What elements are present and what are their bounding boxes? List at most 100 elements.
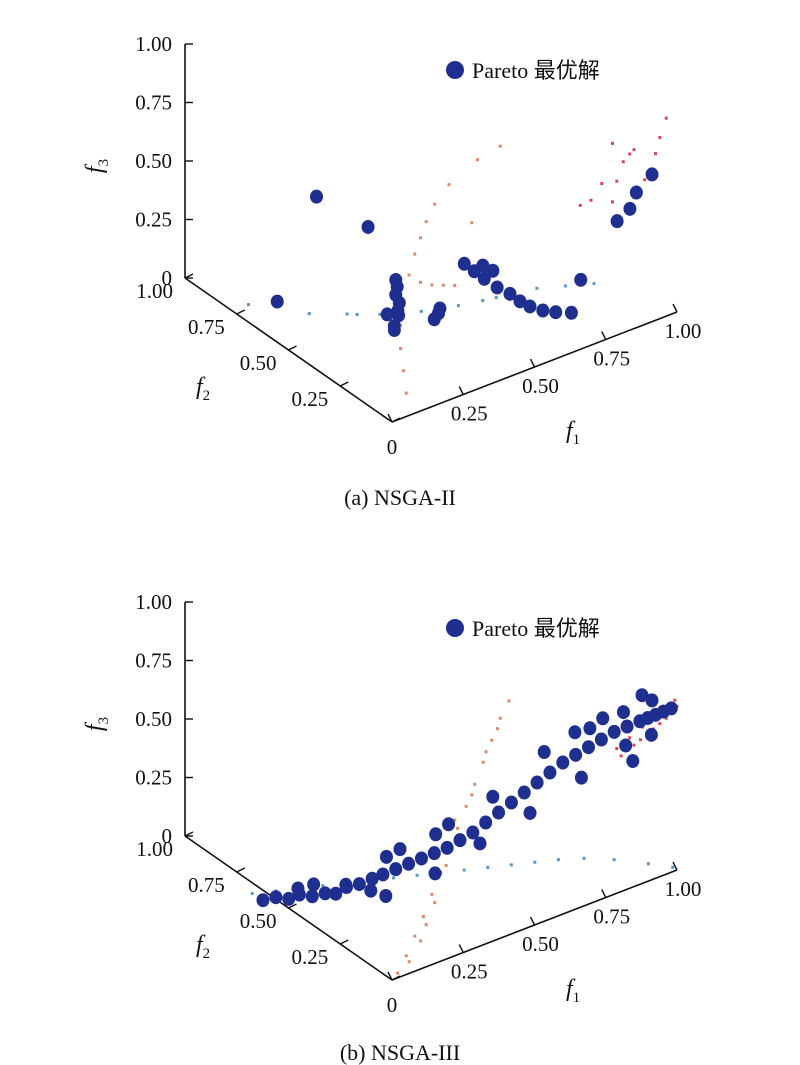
f1-tick-mark xyxy=(529,358,536,368)
pareto-point xyxy=(645,167,659,182)
f2-tick-mark xyxy=(236,867,246,873)
projection-point xyxy=(533,860,537,864)
f1-axis-label: f1 xyxy=(566,976,580,1006)
pareto-point xyxy=(389,862,403,877)
f1-tick-mark xyxy=(529,916,536,926)
legend-marker xyxy=(446,61,464,79)
projection-point xyxy=(494,296,498,300)
projection-point xyxy=(535,286,539,290)
projection-point xyxy=(470,221,474,225)
projection-point xyxy=(321,884,325,888)
f2-tick-mark xyxy=(391,975,401,981)
projection-point xyxy=(619,754,623,758)
pareto-point xyxy=(616,705,630,720)
projection-point xyxy=(612,858,616,862)
projection-point xyxy=(615,179,619,183)
f3-tick-label: 1.00 xyxy=(135,32,172,56)
pareto-point xyxy=(329,886,343,901)
pareto-point xyxy=(574,272,588,287)
projection-point xyxy=(447,183,451,187)
f3-tick-label: 0.25 xyxy=(135,766,172,790)
projection-point xyxy=(413,934,417,938)
projection-point xyxy=(600,182,604,186)
pareto-point xyxy=(569,747,583,762)
f2-tick-label: 0.25 xyxy=(292,387,329,411)
pareto-point xyxy=(583,721,597,736)
projection-point xyxy=(345,312,349,316)
projection-point xyxy=(470,793,474,797)
pareto-point xyxy=(517,785,531,800)
f1-tick-mark xyxy=(672,303,678,313)
pareto-point xyxy=(537,745,551,760)
pareto-point xyxy=(492,805,506,820)
pareto-point xyxy=(476,258,490,273)
pareto-point xyxy=(318,886,332,901)
chart-panel-1: 00.250.500.751.000.250.500.751.0000.250.… xyxy=(82,32,701,510)
projection-point xyxy=(453,818,457,822)
projection-point xyxy=(481,299,485,303)
projection-point xyxy=(464,804,468,808)
projection-point xyxy=(589,198,593,202)
pareto-point xyxy=(433,301,447,316)
pareto-point xyxy=(664,701,678,716)
pareto-point xyxy=(568,725,582,740)
f1-tick-label: 1.00 xyxy=(665,319,702,343)
projection-point xyxy=(419,236,422,240)
legend-label: Pareto 最优解 xyxy=(472,58,600,83)
pareto-point xyxy=(626,754,640,769)
f3-tick-label: 0.50 xyxy=(135,149,172,173)
f3-axis-label-text: f3 xyxy=(82,159,112,173)
pareto-point xyxy=(442,817,456,832)
projection-point xyxy=(407,273,411,277)
projection-point xyxy=(456,304,460,308)
f2-tick-mark xyxy=(236,309,246,315)
projection-point xyxy=(430,283,434,287)
projection-point xyxy=(392,876,396,880)
pareto-point xyxy=(594,732,608,747)
pareto-point xyxy=(365,871,379,886)
f3-axis-label-text: f3 xyxy=(82,717,112,731)
projection-point xyxy=(654,152,657,156)
f1-axis-label: f1 xyxy=(566,418,580,448)
projection-point xyxy=(355,313,359,317)
projection-point xyxy=(441,283,445,287)
f1-tick-mark xyxy=(387,413,393,423)
projection-point xyxy=(507,699,511,703)
projection-point xyxy=(563,284,567,288)
projection-point xyxy=(399,347,403,350)
legend-label: Pareto 最优解 xyxy=(472,616,600,641)
pareto-point xyxy=(427,846,441,861)
pareto-point xyxy=(379,849,393,864)
pareto-point xyxy=(623,201,637,216)
f1-tick-mark xyxy=(387,971,393,981)
f1-tick-mark xyxy=(458,944,464,953)
projection-point xyxy=(664,116,668,120)
pareto-point xyxy=(466,825,480,840)
f1-tick-mark xyxy=(601,889,607,898)
projection-point xyxy=(556,858,560,862)
projection-point xyxy=(484,750,488,754)
f3-tick-label: 0 xyxy=(162,266,173,290)
projection-point xyxy=(476,158,479,162)
legend: Pareto 最优解 xyxy=(446,58,600,83)
f1-tick-mark xyxy=(458,386,464,395)
f3-tick-label: 0.75 xyxy=(135,649,172,673)
f1-tick-mark xyxy=(672,861,678,871)
projection-point xyxy=(462,868,466,872)
origin-tick-label: 0 xyxy=(387,993,398,1017)
f2-tick-label: 0.50 xyxy=(240,909,277,933)
projection-point xyxy=(453,283,457,287)
projection-point xyxy=(495,727,499,731)
f3-tick-label: 1.00 xyxy=(135,590,172,614)
projection-point xyxy=(646,862,650,866)
pareto-point xyxy=(269,890,283,905)
pareto-point xyxy=(619,738,633,753)
pareto-point xyxy=(256,893,270,908)
pareto-point xyxy=(270,294,284,309)
pareto-point xyxy=(556,755,570,770)
projection-point xyxy=(413,252,417,256)
f2-tick-mark xyxy=(339,381,349,387)
pareto-point xyxy=(486,263,500,278)
pareto-point xyxy=(513,294,527,309)
pareto-point xyxy=(282,891,296,906)
